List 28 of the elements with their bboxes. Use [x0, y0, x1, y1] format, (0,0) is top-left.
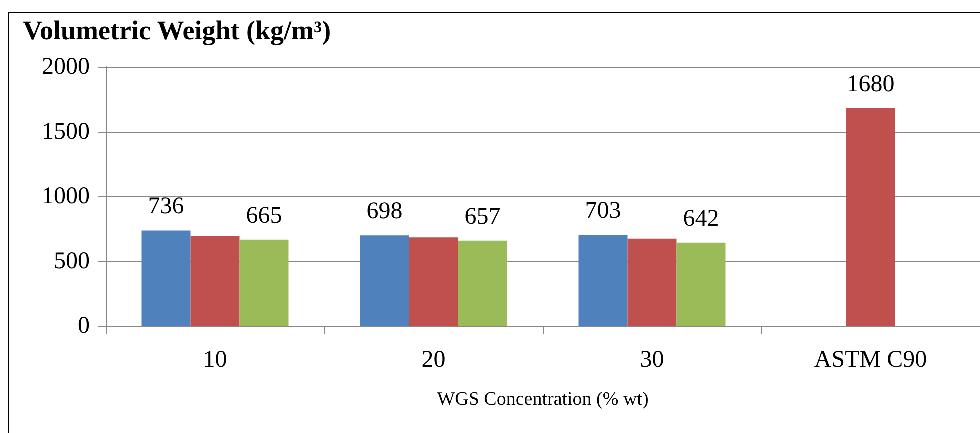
chart-title: Volumetric Weight (kg/m³)	[23, 16, 332, 46]
bar	[458, 240, 508, 326]
data-label: 703	[585, 198, 622, 224]
bar	[360, 236, 410, 326]
bar	[409, 238, 458, 326]
bar	[628, 238, 677, 326]
y-tick-label: 0	[78, 313, 90, 339]
x-tick-label: 10	[203, 347, 228, 373]
x-tick-label: 20	[422, 347, 446, 373]
x-tick-label: ASTM C90	[814, 347, 928, 373]
data-label: 642	[683, 206, 720, 232]
data-label: 698	[366, 198, 403, 225]
data-label: 1680	[846, 71, 895, 98]
y-tick-label: 1000	[42, 184, 90, 210]
bar	[676, 242, 726, 326]
data-label: 665	[246, 202, 282, 229]
bar	[240, 240, 289, 326]
y-tick-label: 1500	[42, 118, 90, 145]
bar	[142, 230, 191, 326]
data-label: 657	[464, 204, 501, 230]
bar	[578, 234, 628, 326]
x-axis-title: WGS Concentration (% wt)	[437, 389, 649, 410]
bar	[190, 236, 240, 326]
x-tick-label: 30	[640, 347, 664, 373]
data-label: 736	[148, 194, 184, 220]
y-tick-label: 2000	[42, 54, 90, 80]
y-tick-label: 500	[54, 248, 90, 274]
bar	[846, 108, 896, 326]
